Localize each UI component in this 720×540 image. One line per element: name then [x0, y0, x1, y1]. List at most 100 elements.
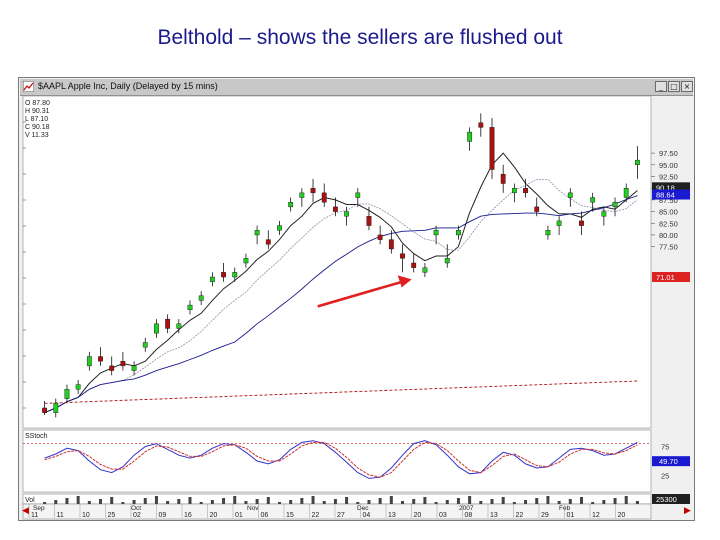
y-tick-label: 97.50: [659, 149, 678, 158]
x-month-label: Dec: [357, 505, 369, 512]
stochastic-d-line: [44, 441, 638, 478]
candle-body: [433, 230, 439, 236]
x-day-label: 29: [541, 512, 549, 519]
volume-bar: [345, 497, 349, 504]
x-day-label: 13: [388, 512, 396, 519]
volume-bar: [468, 496, 472, 504]
volume-bar: [43, 502, 47, 504]
volume-bar: [456, 498, 460, 504]
candle-body: [321, 192, 327, 203]
volume-bar: [535, 498, 539, 504]
volume-bar: [591, 502, 595, 504]
y-tick-label: 77.50: [659, 243, 678, 252]
candle-body: [165, 318, 171, 329]
volume-bar: [546, 496, 550, 504]
close-button[interactable]: ×: [681, 81, 693, 92]
x-month-label: Nov: [247, 505, 259, 512]
volume-bar: [479, 501, 483, 504]
scroll-left-arrow-icon[interactable]: ◀: [22, 506, 29, 516]
volume-bar: [54, 500, 58, 504]
candle-body: [98, 356, 103, 362]
candle-body: [154, 323, 159, 334]
volume-bar: [87, 501, 91, 504]
candle-body: [333, 206, 338, 212]
candle-body: [42, 407, 47, 413]
x-day-label: 10: [82, 512, 90, 519]
x-month-label: Sep: [33, 505, 45, 512]
candle-body: [400, 253, 405, 259]
chart-app-icon: [23, 81, 34, 92]
candle-body: [254, 230, 260, 236]
candle-body: [444, 258, 450, 264]
volume-bar: [512, 502, 516, 504]
volume-bar: [311, 496, 315, 504]
candle-body: [556, 220, 562, 226]
candle-body: [355, 192, 361, 198]
x-day-label: 11: [31, 512, 38, 519]
x-day-label: 16: [184, 512, 192, 519]
candle-body: [467, 131, 473, 142]
y-tick-label: 95.00: [659, 161, 678, 170]
y-tick-label: 92.50: [659, 172, 678, 181]
price-panel: [22, 95, 652, 429]
x-day-label: 03: [439, 512, 447, 519]
volume-bar: [322, 501, 326, 504]
candle-body: [456, 230, 461, 236]
candle-body: [64, 389, 70, 399]
stochastic-value-label: 49.70: [659, 457, 678, 466]
volume-bar: [210, 500, 214, 504]
volume-bar: [166, 501, 170, 504]
minimize-button[interactable]: _: [655, 81, 667, 92]
volume-title: Vol: [25, 497, 35, 504]
belthold-arrow-head: [397, 275, 412, 288]
candle-body: [209, 276, 215, 282]
candle-body: [221, 272, 226, 278]
volume-bar: [289, 500, 293, 504]
candle-body: [567, 192, 573, 198]
volume-bar: [99, 499, 103, 504]
candle-body: [545, 230, 551, 236]
x-month-label: 2007: [459, 505, 474, 512]
sma-fast-line: [44, 152, 638, 414]
candle-body: [623, 187, 629, 198]
volume-bar: [524, 500, 528, 504]
y-tick-label: 82.50: [659, 219, 678, 228]
volume-bar: [412, 499, 416, 504]
x-day-label: 20: [414, 512, 422, 519]
volume-bar: [401, 501, 405, 504]
x-day-label: 22: [312, 512, 320, 519]
volume-panel: [22, 493, 652, 505]
candle-body: [489, 127, 495, 170]
x-day-label: 09: [159, 512, 167, 519]
volume-bar: [613, 498, 617, 504]
volume-bar: [367, 500, 371, 504]
candle-body: [109, 365, 115, 371]
candle-body: [590, 197, 596, 203]
ohlc-readout: C 90.18: [25, 124, 50, 131]
candle-body: [131, 365, 137, 371]
scroll-right-arrow-icon[interactable]: ▶: [684, 506, 691, 516]
chart-window[interactable]: O 87.80 H 90.31 L 87.10 C 90.18 V 11.33 97.50…: [18, 77, 695, 521]
volume-bar: [501, 497, 505, 504]
x-day-label: 01: [567, 512, 575, 519]
volume-bar: [76, 496, 80, 504]
volume-bar: [300, 498, 304, 504]
candle-body: [142, 342, 148, 348]
candle-body: [288, 202, 294, 208]
ohlc-readout: H 90.31: [25, 108, 50, 115]
x-month-label: Feb: [559, 505, 571, 512]
window-titlebar[interactable]: $AAPL Apple Inc, Daily (Delayed by 15 mi…: [20, 79, 693, 96]
candle-body: [344, 211, 349, 217]
candle-body: [120, 361, 126, 367]
ohlc-readout: V 11.33: [25, 132, 49, 139]
x-day-label: 27: [337, 512, 345, 519]
candle-body: [500, 173, 506, 184]
stochastic-k-line: [44, 440, 638, 479]
stochastic-value-tag: [652, 456, 690, 467]
candle-body: [243, 258, 249, 264]
maximize-button[interactable]: □: [668, 81, 680, 92]
volume-bar: [557, 501, 561, 504]
x-day-label: 25: [108, 512, 116, 519]
date-axis-strip: [22, 503, 652, 520]
volume-bar: [199, 502, 203, 504]
